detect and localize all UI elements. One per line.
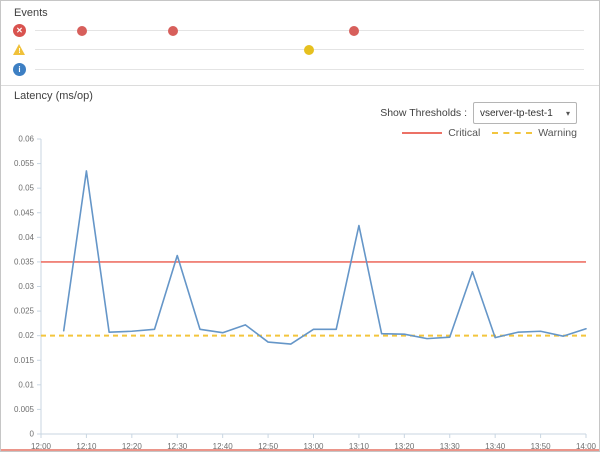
svg-text:13:50: 13:50 bbox=[531, 442, 552, 451]
svg-text:0.02: 0.02 bbox=[18, 331, 34, 340]
event-row: ! bbox=[1, 40, 599, 60]
svg-text:0.03: 0.03 bbox=[18, 282, 34, 291]
svg-text:12:50: 12:50 bbox=[258, 442, 279, 451]
svg-text:0.025: 0.025 bbox=[14, 307, 35, 316]
svg-text:0.055: 0.055 bbox=[14, 159, 35, 168]
show-thresholds-control: Show Thresholds : vserver-tp-test-1 ▾ bbox=[380, 102, 577, 124]
svg-text:12:20: 12:20 bbox=[122, 442, 143, 451]
svg-text:0.015: 0.015 bbox=[14, 356, 35, 365]
error-circle-icon: ✕ bbox=[13, 24, 26, 37]
svg-text:0.04: 0.04 bbox=[18, 233, 34, 242]
threshold-legend: Critical Warning bbox=[402, 127, 577, 139]
svg-text:0.045: 0.045 bbox=[14, 208, 35, 217]
svg-text:12:30: 12:30 bbox=[167, 442, 188, 451]
event-row: i bbox=[1, 60, 599, 80]
svg-text:13:10: 13:10 bbox=[349, 442, 370, 451]
svg-text:14:00: 14:00 bbox=[576, 442, 597, 451]
panel-divider bbox=[1, 85, 599, 86]
svg-text:12:00: 12:00 bbox=[31, 442, 52, 451]
svg-text:13:20: 13:20 bbox=[394, 442, 415, 451]
svg-text:12:10: 12:10 bbox=[76, 442, 97, 451]
latency-series-line bbox=[62, 170, 587, 345]
error-event-dot[interactable] bbox=[349, 26, 360, 36]
info-circle-icon: i bbox=[13, 63, 26, 76]
legend-warning-label: Warning bbox=[538, 127, 577, 139]
event-timeline bbox=[35, 30, 584, 31]
warning-event-dot[interactable] bbox=[303, 45, 314, 55]
svg-text:13:30: 13:30 bbox=[440, 442, 461, 451]
svg-text:0: 0 bbox=[30, 430, 35, 439]
show-thresholds-label: Show Thresholds : bbox=[380, 107, 467, 119]
svg-text:0.035: 0.035 bbox=[14, 257, 35, 266]
svg-text:0.06: 0.06 bbox=[18, 135, 34, 144]
svg-text:13:40: 13:40 bbox=[485, 442, 506, 451]
bottom-accent-line bbox=[1, 449, 599, 451]
svg-text:0.05: 0.05 bbox=[18, 184, 34, 193]
threshold-select-value: vserver-tp-test-1 bbox=[480, 107, 553, 119]
latency-panel-title: Latency (ms/op) bbox=[14, 90, 93, 102]
latency-chart-svg: 0 0.005 0.01 0.015 0.02 0.025 0.03 0.035 0.04 0.0… bbox=[14, 135, 597, 452]
svg-text:13:00: 13:00 bbox=[303, 442, 324, 451]
svg-text:12:40: 12:40 bbox=[213, 442, 234, 451]
legend-critical-label: Critical bbox=[448, 127, 481, 139]
event-timeline bbox=[35, 69, 584, 70]
error-event-dot[interactable] bbox=[76, 26, 87, 36]
warning-triangle-icon: ! bbox=[13, 43, 26, 56]
critical-line-swatch bbox=[402, 132, 443, 134]
chevron-down-icon: ▾ bbox=[565, 108, 570, 118]
svg-text:0.01: 0.01 bbox=[18, 380, 34, 389]
threshold-select-dropdown[interactable]: vserver-tp-test-1 ▾ bbox=[473, 102, 577, 124]
event-row: ✕ bbox=[1, 21, 599, 41]
warning-line-swatch bbox=[492, 132, 533, 134]
events-panel-title: Events bbox=[14, 7, 48, 19]
svg-text:0.005: 0.005 bbox=[14, 405, 35, 414]
error-event-dot[interactable] bbox=[167, 26, 178, 36]
